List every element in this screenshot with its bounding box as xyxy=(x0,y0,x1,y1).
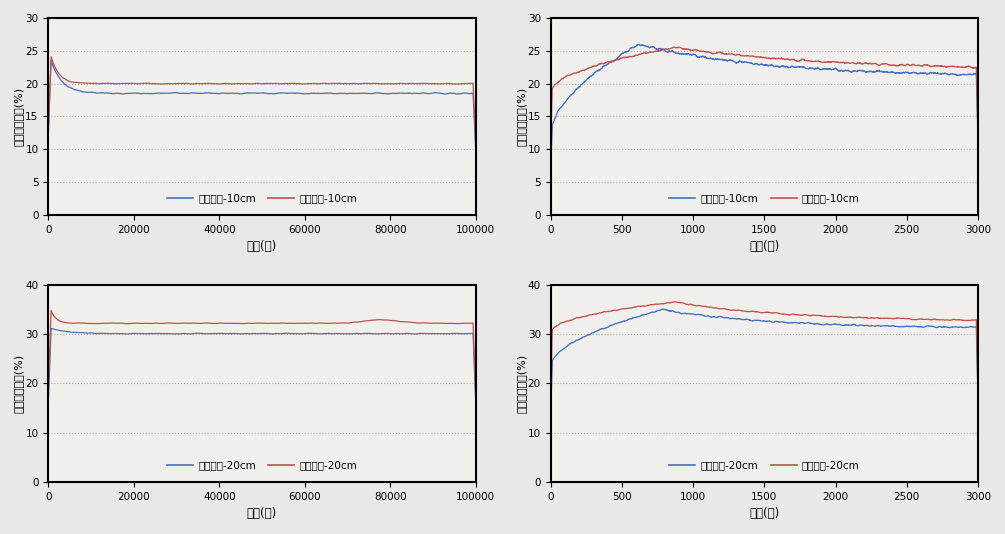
연속관개-20cm xyxy=(709,313,721,320)
연속관개-20cm xyxy=(117,331,129,337)
Line: 간단관개-20cm: 간단관개-20cm xyxy=(551,302,978,403)
간단관개-20cm xyxy=(225,320,237,326)
연속관개-20cm xyxy=(91,330,104,336)
X-axis label: 시간(초): 시간(초) xyxy=(247,507,277,520)
연속관개-20cm xyxy=(206,331,218,337)
연속관개-10cm xyxy=(117,91,129,97)
연속관개-20cm xyxy=(727,315,739,321)
연속관개-10cm xyxy=(545,168,557,174)
연속관개-20cm xyxy=(593,327,605,333)
간단관개-10cm xyxy=(709,50,721,57)
간단관개-10cm xyxy=(668,44,680,50)
간단관개-10cm xyxy=(117,80,129,87)
연속관개-10cm xyxy=(633,41,645,48)
간단관개-20cm xyxy=(964,317,976,324)
Y-axis label: 토양수분함량(%): 토양수분함량(%) xyxy=(517,354,527,413)
간단관개-20cm xyxy=(461,320,473,326)
간단관개-20cm xyxy=(415,320,427,326)
간단관개-10cm xyxy=(461,80,473,87)
연속관개-10cm xyxy=(619,49,631,56)
연속관개-10cm xyxy=(593,67,605,74)
X-axis label: 시간(초): 시간(초) xyxy=(749,240,780,253)
간단관개-20cm xyxy=(206,320,218,327)
연속관개-10cm xyxy=(415,90,427,96)
X-axis label: 시간(초): 시간(초) xyxy=(749,507,780,520)
간단관개-10cm xyxy=(42,130,54,137)
연속관개-10cm xyxy=(918,70,930,77)
연속관개-20cm xyxy=(545,417,557,423)
연속관개-10cm xyxy=(709,57,721,63)
간단관개-10cm xyxy=(972,135,984,141)
X-axis label: 시간(초): 시간(초) xyxy=(247,240,277,253)
연속관개-20cm xyxy=(42,402,54,408)
간단관개-20cm xyxy=(45,307,57,313)
연속관개-20cm xyxy=(918,324,930,331)
Line: 간단관개-10cm: 간단관개-10cm xyxy=(551,47,978,150)
간단관개-20cm xyxy=(91,320,104,327)
연속관개-20cm xyxy=(972,398,984,405)
간단관개-10cm xyxy=(45,53,57,60)
연속관개-20cm xyxy=(415,330,427,336)
Line: 연속관개-20cm: 연속관개-20cm xyxy=(48,328,475,405)
간단관개-10cm xyxy=(593,61,605,67)
간단관개-10cm xyxy=(206,80,218,87)
연속관개-10cm xyxy=(42,132,54,139)
간단관개-20cm xyxy=(593,310,605,316)
Y-axis label: 토양수분함량(%): 토양수분함량(%) xyxy=(14,354,24,413)
Line: 간단관개-20cm: 간단관개-20cm xyxy=(48,310,475,398)
Line: 간단관개-10cm: 간단관개-10cm xyxy=(48,57,475,146)
간단관개-20cm xyxy=(42,391,54,397)
연속관개-20cm xyxy=(619,318,631,324)
Legend: 연속관개-10cm, 간단관개-10cm: 연속관개-10cm, 간단관개-10cm xyxy=(665,190,863,208)
간단관개-20cm xyxy=(545,400,557,406)
간단관개-20cm xyxy=(669,299,681,305)
간단관개-20cm xyxy=(619,305,631,312)
Y-axis label: 토양수분함량(%): 토양수분함량(%) xyxy=(14,87,24,146)
간단관개-20cm xyxy=(117,320,129,326)
Legend: 연속관개-20cm, 간단관개-20cm: 연속관개-20cm, 간단관개-20cm xyxy=(163,457,362,475)
간단관개-20cm xyxy=(709,305,721,311)
간단관개-10cm xyxy=(91,80,104,87)
간단관개-10cm xyxy=(415,80,427,87)
간단관개-20cm xyxy=(469,395,481,402)
간단관개-20cm xyxy=(918,316,930,323)
연속관개-20cm xyxy=(45,325,57,332)
Line: 연속관개-10cm: 연속관개-10cm xyxy=(48,60,475,151)
연속관개-10cm xyxy=(45,57,57,64)
간단관개-10cm xyxy=(918,62,930,68)
Legend: 연속관개-10cm, 간단관개-10cm: 연속관개-10cm, 간단관개-10cm xyxy=(163,190,362,208)
연속관개-20cm xyxy=(469,400,481,407)
간단관개-10cm xyxy=(727,51,739,58)
연속관개-20cm xyxy=(657,306,669,312)
Y-axis label: 토양수분함량(%): 토양수분함량(%) xyxy=(517,87,527,146)
연속관개-20cm xyxy=(964,324,976,330)
간단관개-10cm xyxy=(225,81,237,87)
간단관개-20cm xyxy=(727,307,739,313)
연속관개-10cm xyxy=(461,90,473,97)
연속관개-10cm xyxy=(469,148,481,154)
간단관개-10cm xyxy=(619,54,631,61)
간단관개-10cm xyxy=(469,143,481,149)
간단관개-10cm xyxy=(964,64,976,70)
연속관개-10cm xyxy=(727,58,739,65)
Line: 연속관개-20cm: 연속관개-20cm xyxy=(551,309,978,420)
연속관개-10cm xyxy=(972,138,984,145)
연속관개-10cm xyxy=(225,90,237,97)
연속관개-20cm xyxy=(225,331,237,337)
연속관개-10cm xyxy=(91,90,104,96)
Line: 연속관개-10cm: 연속관개-10cm xyxy=(551,44,978,171)
간단관개-20cm xyxy=(972,394,984,400)
연속관개-10cm xyxy=(206,90,218,96)
연속관개-10cm xyxy=(964,71,976,77)
간단관개-10cm xyxy=(545,147,557,153)
Legend: 연속관개-20cm, 간단관개-20cm: 연속관개-20cm, 간단관개-20cm xyxy=(665,457,863,475)
연속관개-20cm xyxy=(461,331,473,337)
